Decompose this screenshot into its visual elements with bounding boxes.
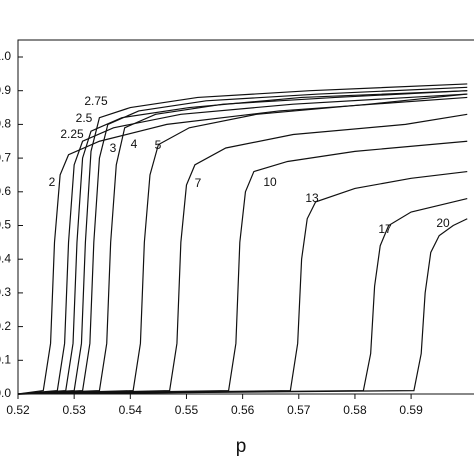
series-label: 7 — [195, 176, 202, 190]
series-label: 4 — [131, 137, 138, 151]
series-label: 17 — [378, 222, 392, 236]
y-tick-label: 0.7 — [0, 150, 11, 164]
y-tick-label: 0.2 — [0, 319, 11, 333]
y-tick-label: 0.9 — [0, 83, 11, 97]
x-axis-label: p — [236, 436, 247, 457]
y-tick-label: 0.1 — [0, 352, 11, 366]
series-line — [17, 140, 468, 395]
series-label: 5 — [155, 138, 162, 152]
series-line — [17, 86, 468, 395]
series-label: 13 — [305, 191, 319, 205]
series-label: 3 — [110, 141, 117, 155]
x-tick-label: 0.54 — [119, 403, 143, 417]
x-tick-label: 0.55 — [175, 403, 199, 417]
y-tick-label: 0.8 — [0, 117, 11, 131]
x-tick-label: 0.52 — [6, 403, 30, 417]
series-label: 2.25 — [60, 127, 84, 141]
y-tick-label: 0.3 — [0, 285, 11, 299]
y-tick-label: 0.4 — [0, 251, 11, 265]
series-label: 2.75 — [84, 94, 108, 108]
series-label: 2.5 — [76, 111, 93, 125]
series-line — [17, 90, 468, 395]
series-line — [17, 113, 468, 395]
series-line — [17, 197, 468, 395]
series-label: 2 — [49, 175, 56, 189]
series-line — [17, 83, 468, 395]
x-tick-label: 0.59 — [399, 403, 423, 417]
plot-frame — [17, 39, 474, 395]
series-line — [17, 93, 468, 395]
series-line — [17, 93, 468, 395]
x-tick-label: 0.56 — [231, 403, 255, 417]
series-line — [17, 96, 468, 395]
series-line — [17, 218, 468, 395]
x-tick-label: 0.57 — [287, 403, 311, 417]
x-tick-label: 0.58 — [343, 403, 367, 417]
series-label: 20 — [436, 216, 450, 230]
series-label: 10 — [263, 175, 277, 189]
y-tick-label: 0.0 — [0, 386, 11, 400]
x-tick-label: 0.53 — [62, 403, 86, 417]
y-tick-label: 0.6 — [0, 184, 11, 198]
series-line — [17, 170, 468, 395]
y-tick-label: 0.5 — [0, 218, 11, 232]
y-tick-label: 1.0 — [0, 49, 11, 63]
